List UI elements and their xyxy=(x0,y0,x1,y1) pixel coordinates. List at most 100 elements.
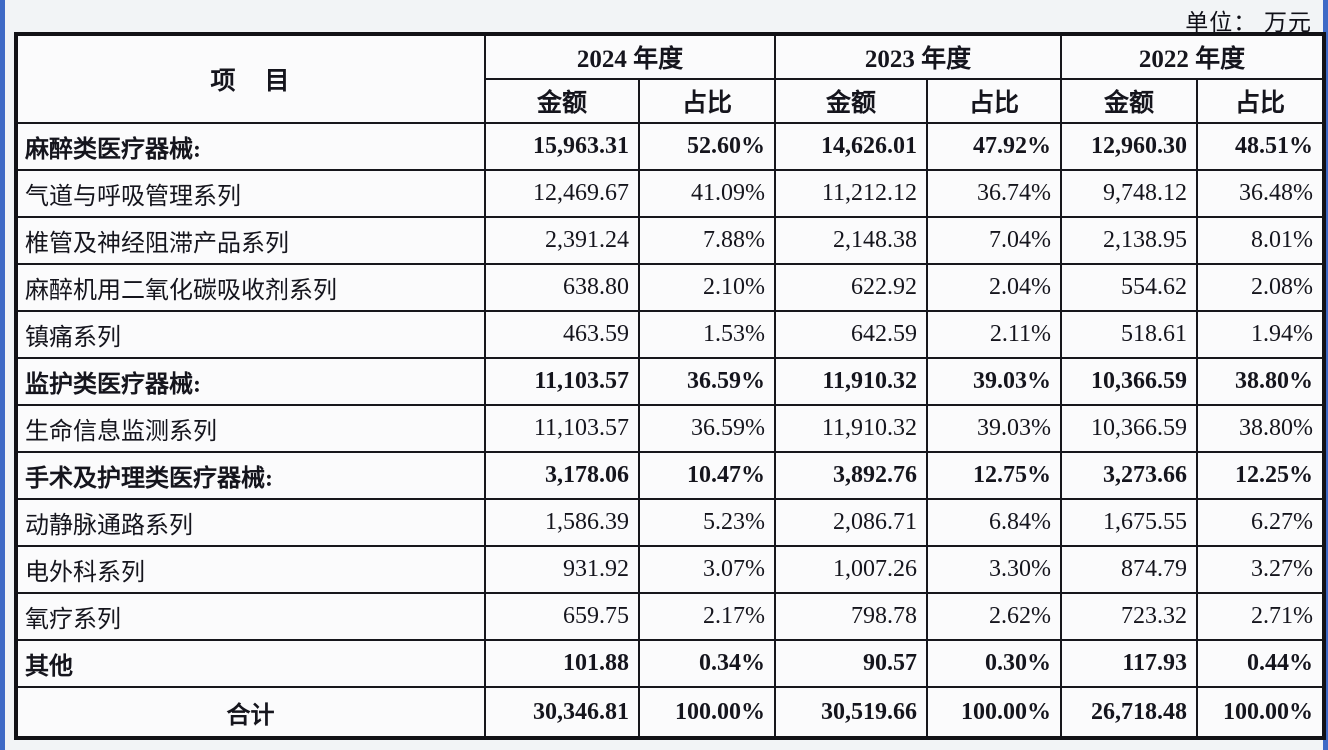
amount-cell: 30,519.66 xyxy=(774,686,929,739)
table-row: 麻醉类医疗器械: 15,963.31 52.60% 14,626.01 47.92% 12… xyxy=(15,122,1326,171)
header-year-2023: 2023 年度 xyxy=(774,33,1063,80)
amount-cell: 554.62 xyxy=(1060,263,1199,312)
amount-cell: 101.88 xyxy=(484,639,640,688)
amount-cell: 463.59 xyxy=(484,310,640,359)
ratio-cell: 7.88% xyxy=(637,216,777,265)
amount-cell: 11,103.57 xyxy=(484,357,640,406)
row-item-label: 麻醉类医疗器械: xyxy=(15,122,486,171)
amount-cell: 12,960.30 xyxy=(1060,122,1199,171)
ratio-cell: 2.08% xyxy=(1196,263,1326,312)
table-row: 电外科系列 931.92 3.07% 1,007.26 3.30% 874.79 3.27% xyxy=(15,545,1326,594)
header-year-2024: 2024 年度 xyxy=(483,33,777,80)
row-item-label: 电外科系列 xyxy=(15,545,486,594)
amount-cell: 874.79 xyxy=(1060,545,1199,594)
table-row: 手术及护理类医疗器械: 3,178.06 10.47% 3,892.76 12.75% 3… xyxy=(15,451,1326,500)
amount-cell: 30,346.81 xyxy=(484,686,640,739)
ratio-cell: 2.10% xyxy=(637,263,777,312)
header-amount-2023: 金额 xyxy=(774,78,929,124)
ratio-cell: 3.30% xyxy=(926,545,1063,594)
ratio-cell: 3.27% xyxy=(1196,545,1326,594)
ratio-cell: 41.09% xyxy=(637,169,777,218)
table-row: 其他 101.88 0.34% 90.57 0.30% 117.93 0.44% xyxy=(15,639,1326,688)
amount-cell: 659.75 xyxy=(484,592,640,641)
amount-cell: 931.92 xyxy=(484,545,640,594)
ratio-cell: 6.27% xyxy=(1196,498,1326,547)
table-row: 镇痛系列 463.59 1.53% 642.59 2.11% 518.61 1.94% xyxy=(15,310,1326,359)
row-item-label: 监护类医疗器械: xyxy=(15,357,486,406)
ratio-cell: 8.01% xyxy=(1196,216,1326,265)
row-item-label: 手术及护理类医疗器械: xyxy=(15,451,486,500)
amount-cell: 2,086.71 xyxy=(774,498,929,547)
ratio-cell: 3.07% xyxy=(637,545,777,594)
amount-cell: 3,273.66 xyxy=(1060,451,1199,500)
ratio-cell: 100.00% xyxy=(637,686,777,739)
row-item-label: 气道与呼吸管理系列 xyxy=(15,169,486,218)
table-row: 氧疗系列 659.75 2.17% 798.78 2.62% 723.32 2.71% xyxy=(15,592,1326,641)
amount-cell: 3,178.06 xyxy=(484,451,640,500)
amount-cell: 11,910.32 xyxy=(774,404,929,453)
ratio-cell: 36.59% xyxy=(637,357,777,406)
amount-cell: 1,007.26 xyxy=(774,545,929,594)
header-ratio-2023: 占比 xyxy=(926,78,1063,124)
row-item-label: 镇痛系列 xyxy=(15,310,486,359)
amount-cell: 723.32 xyxy=(1060,592,1199,641)
table-row: 动静脉通路系列 1,586.39 5.23% 2,086.71 6.84% 1,675.5… xyxy=(15,498,1326,547)
amount-cell: 11,212.12 xyxy=(774,169,929,218)
ratio-cell: 38.80% xyxy=(1196,404,1326,453)
ratio-cell: 6.84% xyxy=(926,498,1063,547)
amount-cell: 2,391.24 xyxy=(484,216,640,265)
row-item-label: 合计 xyxy=(15,686,486,739)
ratio-cell: 2.11% xyxy=(926,310,1063,359)
ratio-cell: 39.03% xyxy=(926,404,1063,453)
amount-cell: 90.57 xyxy=(774,639,929,688)
ratio-cell: 39.03% xyxy=(926,357,1063,406)
table-body: 麻醉类医疗器械: 15,963.31 52.60% 14,626.01 47.92% 12… xyxy=(15,122,1326,739)
ratio-cell: 10.47% xyxy=(637,451,777,500)
ratio-cell: 2.04% xyxy=(926,263,1063,312)
row-item-label: 动静脉通路系列 xyxy=(15,498,486,547)
row-item-label: 氧疗系列 xyxy=(15,592,486,641)
ratio-cell: 7.04% xyxy=(926,216,1063,265)
ratio-cell: 36.74% xyxy=(926,169,1063,218)
ratio-cell: 100.00% xyxy=(1196,686,1326,739)
ratio-cell: 52.60% xyxy=(637,122,777,171)
ratio-cell: 36.59% xyxy=(637,404,777,453)
amount-cell: 26,718.48 xyxy=(1060,686,1199,739)
table-row: 合计 30,346.81 100.00% 30,519.66 100.00% 26,718… xyxy=(15,686,1326,739)
ratio-cell: 38.80% xyxy=(1196,357,1326,406)
amount-cell: 622.92 xyxy=(774,263,929,312)
ratio-cell: 0.44% xyxy=(1196,639,1326,688)
amount-cell: 14,626.01 xyxy=(774,122,929,171)
header-ratio-2022: 占比 xyxy=(1196,78,1326,124)
ratio-cell: 0.34% xyxy=(637,639,777,688)
ratio-cell: 36.48% xyxy=(1196,169,1326,218)
row-item-label: 麻醉机用二氧化碳吸收剂系列 xyxy=(15,263,486,312)
row-item-label: 其他 xyxy=(15,639,486,688)
row-item-label: 生命信息监测系列 xyxy=(15,404,486,453)
amount-cell: 117.93 xyxy=(1060,639,1199,688)
header-amount-2022: 金额 xyxy=(1060,78,1199,124)
table-row: 麻醉机用二氧化碳吸收剂系列 638.80 2.10% 622.92 2.04% 554.6… xyxy=(15,263,1326,312)
header-ratio-2024: 占比 xyxy=(637,78,777,124)
unit-label: 单位： 万元 xyxy=(1185,10,1312,35)
amount-cell: 11,910.32 xyxy=(774,357,929,406)
amount-cell: 2,148.38 xyxy=(774,216,929,265)
revenue-breakdown-table: 项 目 2024 年度 2023 年度 2022 年度 金额 占比 金额 占比 … xyxy=(14,32,1327,740)
ratio-cell: 2.71% xyxy=(1196,592,1326,641)
table-row: 椎管及神经阻滞产品系列 2,391.24 7.88% 2,148.38 7.04% 2,1… xyxy=(15,216,1326,265)
ratio-cell: 100.00% xyxy=(926,686,1063,739)
page-edge-left xyxy=(0,0,5,750)
amount-cell: 15,963.31 xyxy=(484,122,640,171)
amount-cell: 798.78 xyxy=(774,592,929,641)
ratio-cell: 47.92% xyxy=(926,122,1063,171)
ratio-cell: 12.25% xyxy=(1196,451,1326,500)
ratio-cell: 5.23% xyxy=(637,498,777,547)
ratio-cell: 12.75% xyxy=(926,451,1063,500)
header-year-2022: 2022 年度 xyxy=(1060,33,1326,80)
header-subs-row: 金额 占比 金额 占比 金额 占比 xyxy=(16,78,1326,124)
amount-cell: 12,469.67 xyxy=(484,169,640,218)
amount-cell: 1,586.39 xyxy=(484,498,640,547)
table-row: 监护类医疗器械: 11,103.57 36.59% 11,910.32 39.03% 10… xyxy=(15,357,1326,406)
amount-cell: 11,103.57 xyxy=(484,404,640,453)
table-header: 项 目 2024 年度 2023 年度 2022 年度 金额 占比 金额 占比 … xyxy=(15,33,1326,124)
